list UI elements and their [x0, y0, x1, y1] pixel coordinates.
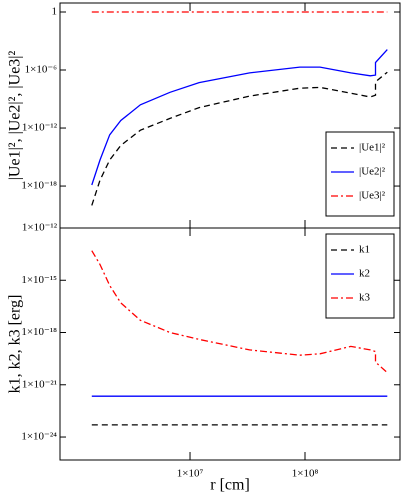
x-axis-label: r [cm]: [210, 477, 250, 493]
y-tick-label: 1×10⁻¹⁸: [21, 326, 57, 338]
legend-label: |Ue1|²: [359, 142, 386, 154]
legend-label: k1: [359, 244, 370, 256]
y-tick-label: 1×10⁻¹⁸: [21, 180, 57, 192]
series-line: [91, 250, 388, 374]
y-tick-label: 1×10⁻¹⁵: [21, 274, 57, 286]
legend-label: k2: [359, 268, 370, 280]
y-tick-label: 1×10⁻²⁴: [21, 431, 57, 443]
y-tick-label: 1×10⁻⁶: [25, 64, 58, 76]
series-line: [91, 71, 388, 206]
x-tick-label: 1×10⁸: [292, 468, 319, 480]
y-axis-label: |Ue1|², |Ue2|², |Ue3|²: [7, 51, 24, 181]
legend-box: [325, 233, 395, 319]
series-line: [91, 49, 388, 186]
y-tick-label: 1×10⁻²¹: [22, 378, 57, 390]
legend-label: |Ue2|²: [359, 166, 386, 178]
y-axis-label: k1, k2, k3 [erg]: [7, 295, 24, 394]
x-tick-label: 1×10⁷: [177, 468, 204, 480]
y-tick-label: 1×10⁻¹²: [22, 222, 58, 234]
y-tick-label: 1: [52, 6, 58, 18]
legend-box: [325, 131, 395, 217]
y-tick-label: 1×10⁻¹²: [22, 122, 58, 134]
legend-label: k3: [359, 292, 371, 304]
plot-frame: [59, 227, 401, 461]
legend-label: |Ue3|²: [359, 190, 386, 202]
